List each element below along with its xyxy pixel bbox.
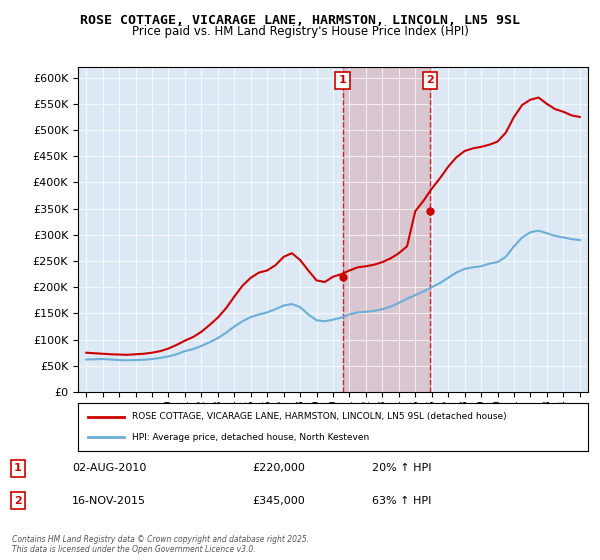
Text: £220,000: £220,000	[252, 463, 305, 473]
Text: Contains HM Land Registry data © Crown copyright and database right 2025.
This d: Contains HM Land Registry data © Crown c…	[12, 535, 309, 554]
Text: 20% ↑ HPI: 20% ↑ HPI	[372, 463, 431, 473]
Text: 1: 1	[14, 463, 22, 473]
Text: ROSE COTTAGE, VICARAGE LANE, HARMSTON, LINCOLN, LN5 9SL: ROSE COTTAGE, VICARAGE LANE, HARMSTON, L…	[80, 14, 520, 27]
Text: 2: 2	[426, 75, 434, 85]
Bar	[343, 67, 430, 392]
Text: Price paid vs. HM Land Registry's House Price Index (HPI): Price paid vs. HM Land Registry's House …	[131, 25, 469, 38]
Text: 2: 2	[14, 496, 22, 506]
Text: £345,000: £345,000	[252, 496, 305, 506]
Text: 1: 1	[338, 75, 346, 85]
Text: 02-AUG-2010: 02-AUG-2010	[72, 463, 146, 473]
Text: 16-NOV-2015: 16-NOV-2015	[72, 496, 146, 506]
Text: ROSE COTTAGE, VICARAGE LANE, HARMSTON, LINCOLN, LN5 9SL (detached house): ROSE COTTAGE, VICARAGE LANE, HARMSTON, L…	[131, 412, 506, 421]
Text: 63% ↑ HPI: 63% ↑ HPI	[372, 496, 431, 506]
Text: HPI: Average price, detached house, North Kesteven: HPI: Average price, detached house, Nort…	[131, 433, 369, 442]
